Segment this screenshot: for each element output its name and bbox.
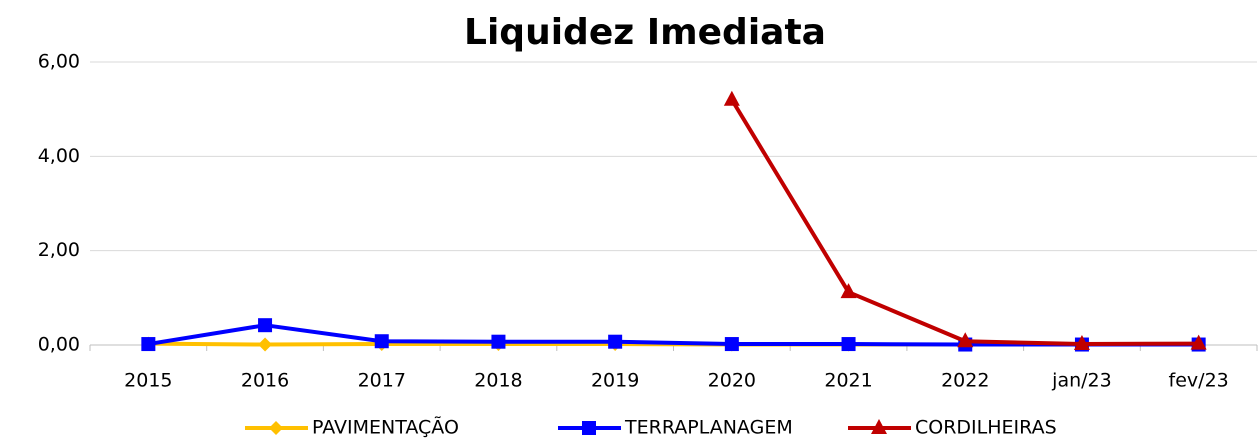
x-tick-label: 2017 [358, 370, 406, 392]
marker [1190, 334, 1207, 350]
x-tick-label: 2022 [941, 370, 989, 392]
marker [491, 334, 506, 349]
marker [724, 337, 739, 352]
y-tick-label: 6,00 [38, 51, 80, 73]
marker [871, 419, 887, 434]
x-tick-label: 2019 [591, 370, 639, 392]
series-line [730, 98, 1199, 347]
legend-label: CORDILHEIRAS [915, 417, 1057, 439]
legend-label: PAVIMENTAÇÃO [312, 416, 459, 439]
marker [840, 283, 857, 299]
marker [1073, 335, 1090, 351]
marker [269, 421, 283, 435]
x-tick-label: 2021 [824, 370, 872, 392]
x-tick-label: 2015 [124, 370, 172, 392]
y-tick-label: 4,00 [38, 145, 80, 167]
legend-label: TERRAPLANAGEM [624, 417, 793, 439]
marker [141, 337, 156, 352]
marker [258, 337, 273, 352]
x-tick-label: 2020 [708, 370, 756, 392]
x-tick-label: 2016 [241, 370, 289, 392]
chart-title: Liquidez Imediata [464, 12, 826, 53]
marker [841, 337, 856, 352]
marker [608, 334, 623, 349]
marker [582, 421, 596, 435]
marker [258, 318, 273, 333]
marker [957, 332, 974, 348]
marker [723, 90, 740, 106]
x-tick-label: fev/23 [1169, 370, 1229, 392]
y-tick-label: 2,00 [38, 239, 80, 261]
x-tick-label: 2018 [474, 370, 522, 392]
y-tick-label: 0,00 [38, 334, 80, 356]
marker [374, 334, 389, 349]
x-tick-label: jan/23 [1051, 370, 1112, 392]
